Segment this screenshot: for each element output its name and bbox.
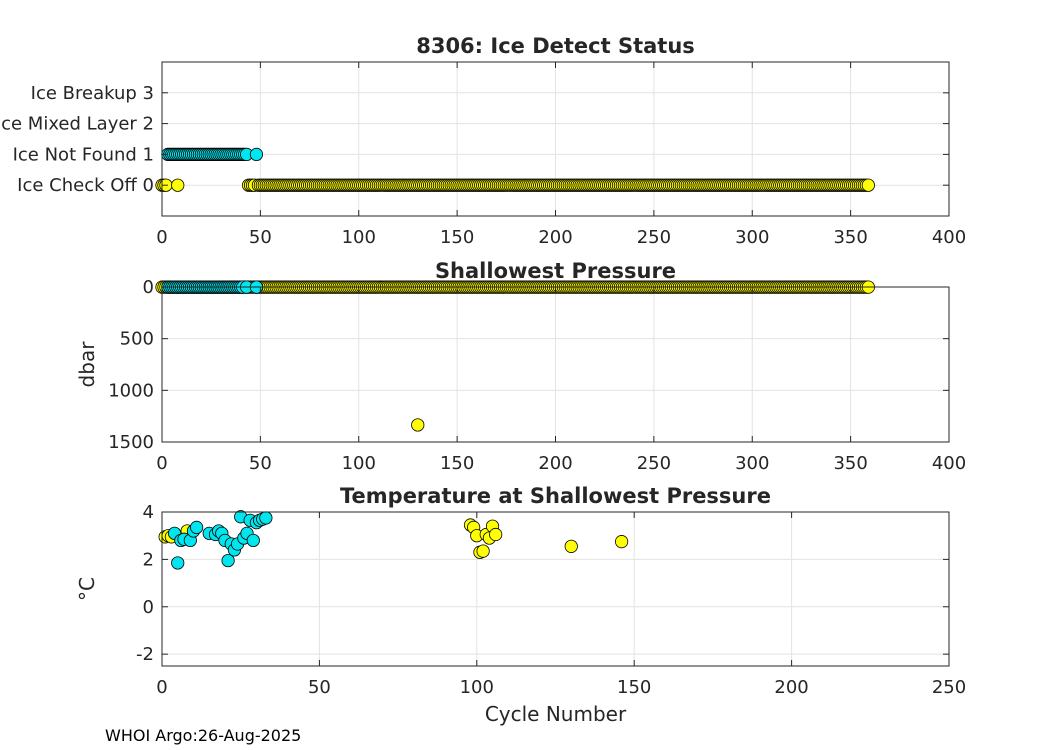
x-tick-label: 300: [735, 227, 769, 248]
x-tick-label: 50: [308, 677, 331, 698]
y-tick-label: Ice Mixed Layer 2: [0, 114, 154, 135]
x-tick-label: 200: [538, 227, 572, 248]
x-tick-label: 150: [440, 453, 474, 474]
x-tick-label: 50: [249, 227, 272, 248]
x-tick-label: 200: [538, 453, 572, 474]
chart-title: 8306: Ice Detect Status: [416, 34, 695, 58]
data-point: [171, 178, 185, 192]
data-point: [411, 418, 425, 432]
x-tick-label: 250: [637, 227, 671, 248]
data-point: [615, 535, 629, 549]
y-tick-label: 0: [143, 277, 154, 298]
y-axis-label: dbar: [75, 341, 99, 388]
x-tick-label: 0: [156, 227, 167, 248]
data-point: [489, 527, 503, 542]
plot-background: [162, 512, 949, 666]
x-tick-label: 350: [833, 453, 867, 474]
footer-text: WHOI Argo:26-Aug-2025: [105, 726, 302, 745]
x-tick-label: 100: [460, 677, 494, 698]
data-point: [221, 553, 235, 568]
y-tick-label: 0: [143, 597, 154, 618]
x-tick-label: 250: [637, 453, 671, 474]
y-tick-label: Ice Breakup 3: [31, 83, 154, 104]
x-tick-label: 100: [342, 453, 376, 474]
x-tick-label: 150: [440, 227, 474, 248]
data-points: [158, 510, 629, 570]
y-tick-label: 2: [143, 549, 154, 570]
data-point: [476, 544, 490, 558]
data-point: [861, 178, 875, 192]
x-tick-label: 200: [774, 677, 808, 698]
data-point: [249, 147, 264, 161]
chart-panel-1: 0 50 100 150 200 250 300 350 400 Ice Check Off 0 I…: [0, 34, 966, 248]
data-point: [259, 511, 273, 525]
data-point: [246, 533, 260, 548]
x-tick-label: 250: [932, 677, 966, 698]
y-tick-label: Ice Not Found 1: [13, 144, 154, 165]
data-point: [564, 539, 578, 553]
data-points: [155, 147, 875, 192]
x-tick-label: 100: [342, 227, 376, 248]
y-tick-label: 4: [143, 502, 154, 523]
x-tick-label: 0: [156, 453, 167, 474]
data-point: [190, 520, 204, 535]
x-tick-label: 150: [617, 677, 651, 698]
y-tick-label: 1500: [108, 432, 154, 453]
data-point: [171, 556, 185, 570]
x-tick-label: 350: [833, 227, 867, 248]
chart-title: Shallowest Pressure: [435, 259, 676, 283]
y-tick-label: Ice Check Off 0: [17, 175, 154, 196]
x-tick-label: 400: [932, 453, 966, 474]
y-axis-label: °C: [75, 577, 99, 601]
x-tick-label: 0: [156, 677, 167, 698]
axes-box: [161, 511, 950, 667]
x-tick-label: 300: [735, 453, 769, 474]
y-tick-label: 1000: [108, 380, 154, 401]
x-axis-label: Cycle Number: [485, 702, 627, 726]
y-tick-label: 500: [120, 329, 154, 350]
chart-panel-2: 0 50 100 150 200 250 300 350 400 0 500 1000 1500 Shal…: [75, 259, 966, 474]
chart-title: Temperature at Shallowest Pressure: [340, 484, 771, 508]
x-tick-label: 50: [249, 453, 272, 474]
x-tick-label: 400: [932, 227, 966, 248]
y-tick-label: -2: [136, 644, 154, 665]
